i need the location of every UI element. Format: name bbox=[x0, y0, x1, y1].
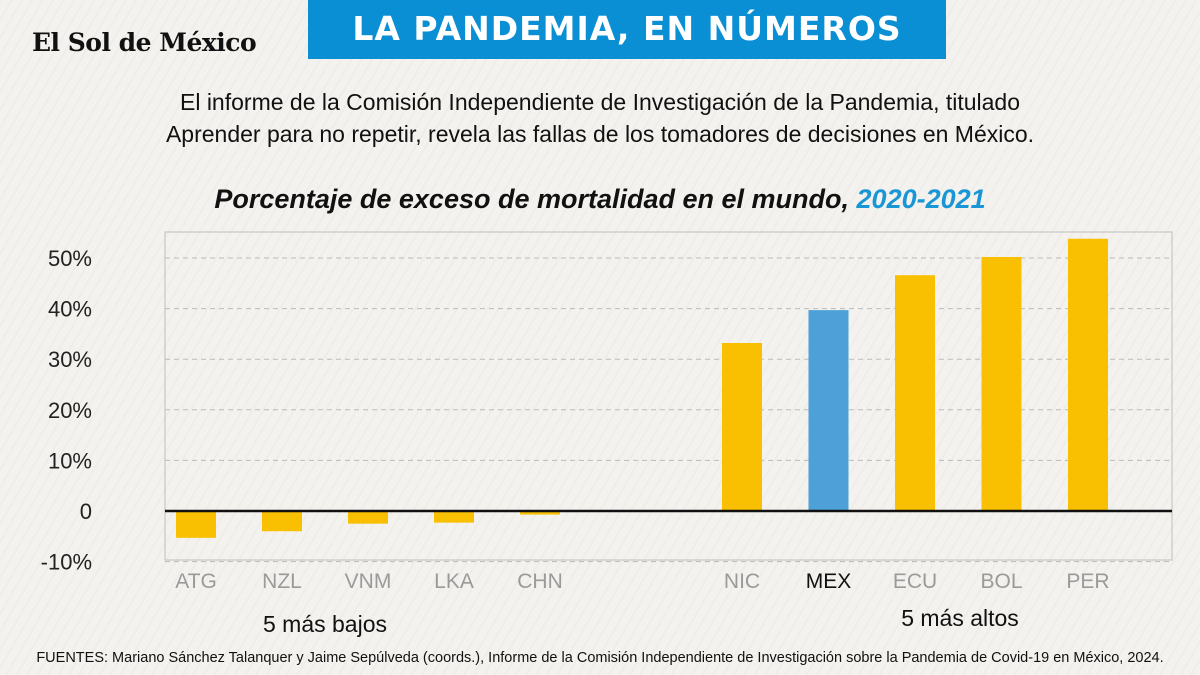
x-tick-label: BOL bbox=[980, 570, 1022, 593]
chart-title-text: Porcentaje de exceso de mortalidad en el… bbox=[214, 184, 850, 214]
y-tick-label: 0 bbox=[80, 499, 92, 524]
x-tick-label: VNM bbox=[345, 570, 392, 593]
x-tick-label: PER bbox=[1066, 570, 1109, 593]
bar-ecu bbox=[895, 275, 935, 511]
x-tick-label: LKA bbox=[434, 570, 474, 593]
x-tick-label: ATG bbox=[175, 570, 217, 593]
bar-atg bbox=[176, 511, 216, 538]
source-note: FUENTES: Mariano Sánchez Talanquer y Jai… bbox=[36, 650, 1164, 666]
bar-vnm bbox=[348, 511, 388, 524]
group-label-low: 5 más bajos bbox=[263, 611, 387, 637]
banner-title: LA PANDEMIA, EN NÚMEROS bbox=[308, 0, 946, 59]
bar-nic bbox=[722, 343, 762, 511]
y-tick-label: -10% bbox=[41, 550, 92, 575]
x-tick-label: ECU bbox=[893, 570, 937, 593]
x-tick-label: MEX bbox=[806, 570, 852, 593]
chart-title: Porcentaje de exceso de mortalidad en el… bbox=[0, 184, 1200, 215]
bar-lka bbox=[434, 511, 474, 523]
bar-bol bbox=[981, 256, 1022, 511]
intro-text: El informe de la Comisión Independiente … bbox=[0, 86, 1200, 150]
logo: El Sol de México bbox=[32, 28, 257, 57]
group-label-high: 5 más altos bbox=[901, 605, 1019, 631]
y-tick-label: 30% bbox=[48, 347, 92, 372]
y-tick-label: 10% bbox=[48, 448, 92, 473]
bar-per bbox=[1068, 238, 1108, 511]
x-tick-label: CHN bbox=[517, 570, 563, 593]
intro-line-2: Aprender para no repetir, revela las fal… bbox=[165, 121, 1035, 147]
plot-frame bbox=[164, 231, 1173, 561]
x-tick-label: NZL bbox=[262, 570, 302, 593]
bar-nzl bbox=[262, 511, 302, 532]
x-tick-label: NIC bbox=[724, 570, 760, 593]
y-tick-label: 40% bbox=[48, 297, 92, 322]
y-tick-label: 20% bbox=[48, 398, 92, 423]
intro-line-1: El informe de la Comisión Independiente … bbox=[179, 89, 1021, 115]
y-tick-label: 50% bbox=[48, 246, 92, 271]
bar-chn bbox=[520, 511, 560, 515]
bar-mex bbox=[808, 310, 849, 511]
chart-title-year: 2020-2021 bbox=[856, 184, 986, 214]
